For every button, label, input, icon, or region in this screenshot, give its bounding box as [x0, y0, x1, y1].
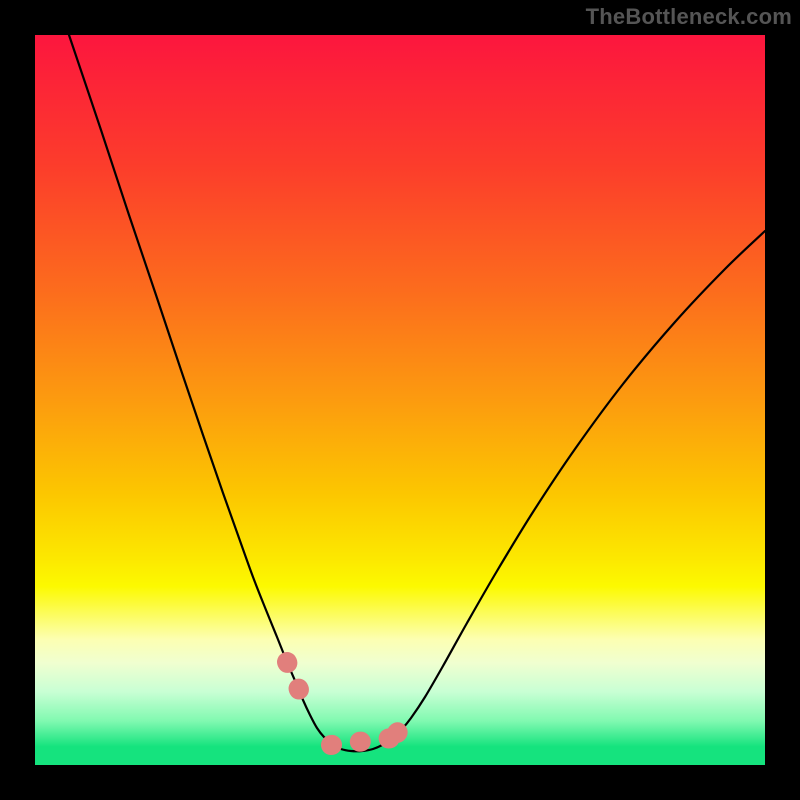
plot-area: [35, 35, 765, 765]
curve-layer: [35, 35, 765, 765]
marker-overlay: [287, 662, 415, 745]
chart-canvas: TheBottleneck.com: [0, 0, 800, 800]
bottleneck-curve: [69, 35, 765, 751]
attribution-label: TheBottleneck.com: [586, 4, 792, 30]
marker-segment: [331, 738, 393, 745]
